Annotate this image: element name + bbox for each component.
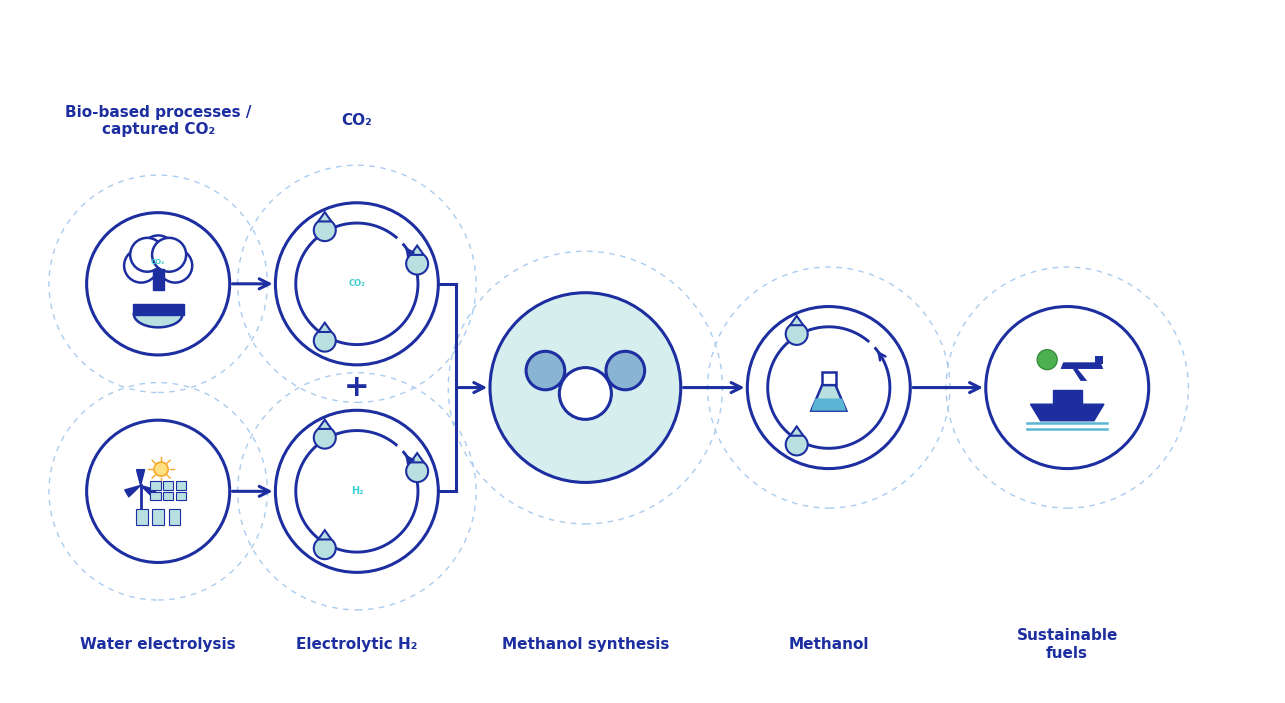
Circle shape [314,427,335,449]
Polygon shape [790,316,803,325]
Circle shape [275,411,438,572]
Polygon shape [410,453,424,463]
Bar [132,304,184,315]
Circle shape [125,249,158,283]
Polygon shape [136,470,145,486]
Polygon shape [1070,364,1087,381]
Text: CO₂: CO₂ [348,279,365,288]
Circle shape [406,252,428,275]
Bar [168,509,180,525]
Circle shape [154,462,168,476]
Bar [136,509,148,525]
Polygon shape [1052,389,1082,404]
Circle shape [275,202,438,365]
Circle shape [314,537,335,559]
Circle shape [152,238,186,272]
Bar [153,509,164,525]
Text: Methanol synthesis: Methanol synthesis [501,637,669,652]
Circle shape [986,307,1149,469]
Circle shape [607,352,645,389]
Circle shape [785,434,808,456]
Polygon shape [1031,404,1104,421]
Circle shape [314,330,335,352]
Circle shape [748,307,910,469]
Polygon shape [134,314,182,328]
Circle shape [1037,349,1058,370]
Circle shape [406,460,428,482]
Circle shape [86,420,230,562]
Polygon shape [811,399,847,411]
Polygon shape [790,427,803,436]
Circle shape [314,219,335,241]
Polygon shape [1060,362,1104,369]
Polygon shape [319,420,332,429]
Text: +: + [344,373,370,402]
Text: Sustainable
fuels: Sustainable fuels [1016,628,1118,661]
Text: CO₂: CO₂ [152,259,166,265]
Polygon shape [1095,356,1104,364]
Text: Water electrolysis: Water electrolysis [81,637,236,652]
Circle shape [490,292,681,482]
Polygon shape [125,486,140,497]
Polygon shape [410,245,424,255]
Bar [822,372,835,385]
Text: CO₂: CO₂ [342,113,373,128]
Polygon shape [319,530,332,539]
Bar [150,492,161,500]
Circle shape [559,368,612,420]
Circle shape [785,323,808,345]
Bar [176,482,186,489]
Bar [176,492,186,500]
Bar [163,492,173,500]
Bar [153,269,163,290]
Text: Bio-based processes /
captured CO₂: Bio-based processes / captured CO₂ [66,105,252,137]
Text: H₂: H₂ [351,486,364,496]
Text: Electrolytic H₂: Electrolytic H₂ [296,637,418,652]
Circle shape [130,238,164,272]
Text: Methanol: Methanol [789,637,869,652]
Polygon shape [319,323,332,332]
Circle shape [141,236,175,269]
Bar [150,482,161,489]
Bar [163,482,173,489]
Polygon shape [140,486,157,497]
Circle shape [86,213,230,355]
Polygon shape [319,212,332,221]
Circle shape [158,249,193,283]
Polygon shape [811,385,847,411]
Circle shape [526,352,565,389]
